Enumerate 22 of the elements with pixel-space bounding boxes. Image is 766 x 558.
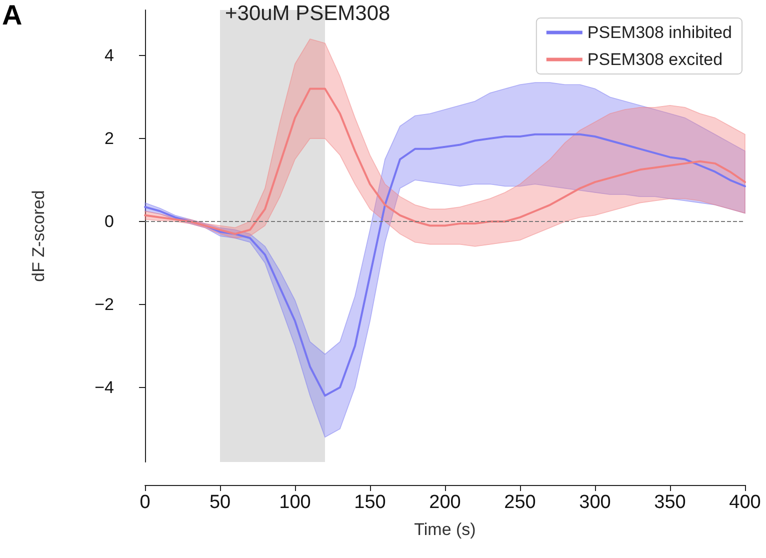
line-series xyxy=(144,88,746,235)
x-tick-label: 250 xyxy=(504,492,536,513)
x-tick-label: 400 xyxy=(729,492,761,513)
y-tick-label: 0 xyxy=(104,212,114,231)
x-tick-label: 350 xyxy=(654,492,686,513)
band-label: +30uM PSEM308 xyxy=(225,2,390,25)
y-tick-label: 2 xyxy=(104,129,114,148)
x-tick-label: 300 xyxy=(579,492,611,513)
y-tick-label: −2 xyxy=(94,294,114,314)
x-tick-label: 200 xyxy=(429,492,461,513)
y-axis-title: dF Z-scored xyxy=(29,190,48,282)
x-tick-label: 100 xyxy=(279,492,311,513)
x-tick-label: 0 xyxy=(140,492,150,513)
x-tick-label: 50 xyxy=(209,492,231,513)
x-tick-label: 150 xyxy=(354,492,386,513)
text: A xyxy=(2,0,22,30)
legend-label: PSEM308 excited xyxy=(587,50,723,69)
legend-label: PSEM308 inhibited xyxy=(587,23,732,42)
x-axis-title: Time (s) xyxy=(414,520,476,539)
line-series xyxy=(144,133,746,397)
y-tick-label: −4 xyxy=(94,378,114,397)
y-tick-label: 4 xyxy=(104,46,114,66)
